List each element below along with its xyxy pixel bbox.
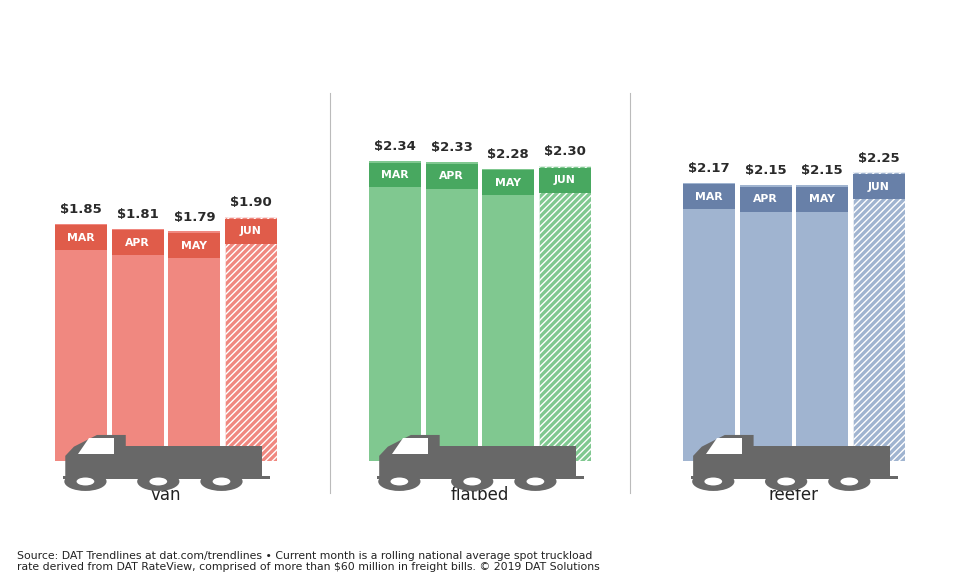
Bar (377, 476, 585, 480)
Circle shape (705, 477, 722, 485)
Bar (369, 161, 420, 461)
Text: MAR: MAR (381, 170, 409, 180)
Text: $2.15: $2.15 (802, 164, 843, 178)
Bar (432, 446, 576, 477)
Text: flatbed: flatbed (451, 486, 509, 504)
Bar (225, 219, 276, 244)
Bar (691, 476, 899, 480)
Text: MAR: MAR (67, 233, 95, 243)
Text: DAT Spot Truckload Rates: 4-Week Trendlines Through June 23: DAT Spot Truckload Rates: 4-Week Trendli… (17, 24, 960, 52)
Bar (55, 224, 107, 461)
Text: $2.30: $2.30 (544, 145, 586, 158)
Circle shape (526, 477, 544, 485)
Text: JUN: JUN (554, 175, 576, 185)
Circle shape (840, 477, 858, 485)
Circle shape (77, 477, 94, 485)
Bar (111, 231, 163, 255)
Bar (225, 217, 276, 461)
Bar (426, 164, 477, 189)
Circle shape (150, 477, 167, 485)
Bar (853, 172, 904, 461)
Circle shape (765, 472, 807, 491)
Polygon shape (65, 435, 126, 477)
Text: $2.15: $2.15 (745, 164, 786, 178)
Polygon shape (693, 435, 754, 477)
Circle shape (451, 472, 493, 491)
Bar (853, 174, 904, 199)
Text: $1.90: $1.90 (230, 197, 272, 209)
Text: APR: APR (754, 194, 778, 204)
Bar (63, 476, 271, 480)
Bar (225, 217, 276, 461)
Circle shape (464, 477, 481, 485)
Bar (169, 233, 220, 258)
Text: $2.33: $2.33 (431, 141, 472, 154)
Text: APR: APR (126, 238, 150, 248)
Bar (111, 229, 163, 461)
Text: JUN: JUN (240, 227, 262, 236)
Circle shape (778, 477, 795, 485)
Text: MAR: MAR (695, 192, 723, 202)
Bar (55, 225, 107, 250)
Text: van: van (151, 486, 181, 504)
Text: reefer: reefer (769, 486, 819, 504)
Polygon shape (392, 438, 428, 454)
Bar (683, 183, 735, 461)
Circle shape (212, 477, 230, 485)
Bar (118, 446, 262, 477)
Bar (540, 166, 590, 461)
Text: $2.28: $2.28 (488, 148, 529, 161)
Text: $2.17: $2.17 (688, 162, 730, 175)
Bar (797, 187, 849, 212)
Bar (426, 162, 477, 461)
Circle shape (391, 477, 408, 485)
Bar (853, 172, 904, 461)
Bar (739, 185, 791, 461)
Bar (482, 168, 534, 461)
Text: Source: DAT Trendlines at dat.com/trendlines • Current month is a rolling nation: Source: DAT Trendlines at dat.com/trendl… (17, 550, 600, 572)
Polygon shape (706, 438, 742, 454)
Bar (683, 185, 735, 209)
Bar (540, 168, 590, 193)
Bar (482, 170, 534, 195)
Bar (169, 231, 220, 461)
Bar (369, 163, 420, 187)
Text: $2.34: $2.34 (374, 140, 416, 153)
Polygon shape (379, 435, 440, 477)
Text: $1.79: $1.79 (174, 210, 215, 224)
Circle shape (515, 472, 557, 491)
Bar (797, 185, 849, 461)
Circle shape (64, 472, 107, 491)
Text: JUN: JUN (868, 182, 890, 191)
Text: $1.85: $1.85 (60, 203, 102, 216)
Text: MAY: MAY (181, 240, 207, 251)
Text: $2.25: $2.25 (858, 152, 900, 164)
Text: APR: APR (440, 171, 464, 181)
Polygon shape (78, 438, 114, 454)
Circle shape (692, 472, 734, 491)
Circle shape (828, 472, 871, 491)
Text: $1.81: $1.81 (117, 208, 158, 221)
Text: MAY: MAY (809, 194, 835, 204)
Circle shape (201, 472, 243, 491)
Circle shape (137, 472, 180, 491)
Bar (540, 166, 590, 461)
Bar (739, 187, 791, 212)
Bar (746, 446, 890, 477)
Text: MAY: MAY (495, 178, 521, 187)
Circle shape (378, 472, 420, 491)
